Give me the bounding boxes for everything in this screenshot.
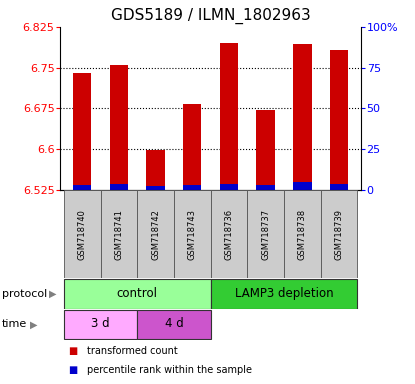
- FancyBboxPatch shape: [174, 190, 211, 278]
- Bar: [220, 43, 238, 190]
- Bar: [256, 110, 275, 190]
- Bar: [293, 44, 312, 190]
- Text: percentile rank within the sample: percentile rank within the sample: [87, 365, 252, 375]
- Text: GSM718736: GSM718736: [225, 209, 234, 260]
- FancyBboxPatch shape: [247, 190, 284, 278]
- Bar: [146, 151, 165, 190]
- Text: GSM718741: GSM718741: [115, 209, 123, 260]
- Bar: [256, 185, 275, 190]
- FancyBboxPatch shape: [211, 279, 357, 308]
- Bar: [73, 185, 91, 190]
- Bar: [73, 73, 91, 190]
- FancyBboxPatch shape: [100, 190, 137, 278]
- Text: GSM718737: GSM718737: [261, 209, 270, 260]
- Text: GSM718742: GSM718742: [151, 209, 160, 260]
- Text: GSM718743: GSM718743: [188, 209, 197, 260]
- Title: GDS5189 / ILMN_1802963: GDS5189 / ILMN_1802963: [111, 8, 310, 24]
- Bar: [293, 182, 312, 190]
- Bar: [110, 184, 128, 190]
- Text: ▶: ▶: [49, 289, 56, 299]
- Text: GSM718738: GSM718738: [298, 209, 307, 260]
- FancyBboxPatch shape: [64, 190, 100, 278]
- Text: transformed count: transformed count: [87, 346, 178, 356]
- Text: GSM718739: GSM718739: [334, 209, 344, 260]
- FancyBboxPatch shape: [137, 310, 211, 339]
- Text: control: control: [117, 286, 158, 300]
- Text: 3 d: 3 d: [91, 317, 110, 330]
- FancyBboxPatch shape: [321, 190, 357, 278]
- Text: ■: ■: [68, 365, 78, 375]
- Bar: [110, 65, 128, 190]
- Bar: [183, 185, 201, 190]
- Text: 4 d: 4 d: [164, 317, 183, 330]
- Text: GSM718740: GSM718740: [78, 209, 87, 260]
- Bar: [146, 186, 165, 190]
- Bar: [220, 184, 238, 190]
- FancyBboxPatch shape: [137, 190, 174, 278]
- Text: protocol: protocol: [2, 289, 47, 299]
- FancyBboxPatch shape: [211, 190, 247, 278]
- FancyBboxPatch shape: [64, 279, 211, 308]
- Bar: [330, 50, 348, 190]
- Bar: [330, 184, 348, 190]
- Text: LAMP3 depletion: LAMP3 depletion: [235, 286, 333, 300]
- Text: ■: ■: [68, 346, 78, 356]
- FancyBboxPatch shape: [64, 310, 137, 339]
- Text: time: time: [2, 319, 27, 329]
- Text: ▶: ▶: [30, 319, 37, 329]
- FancyBboxPatch shape: [284, 190, 321, 278]
- Bar: [183, 104, 201, 190]
